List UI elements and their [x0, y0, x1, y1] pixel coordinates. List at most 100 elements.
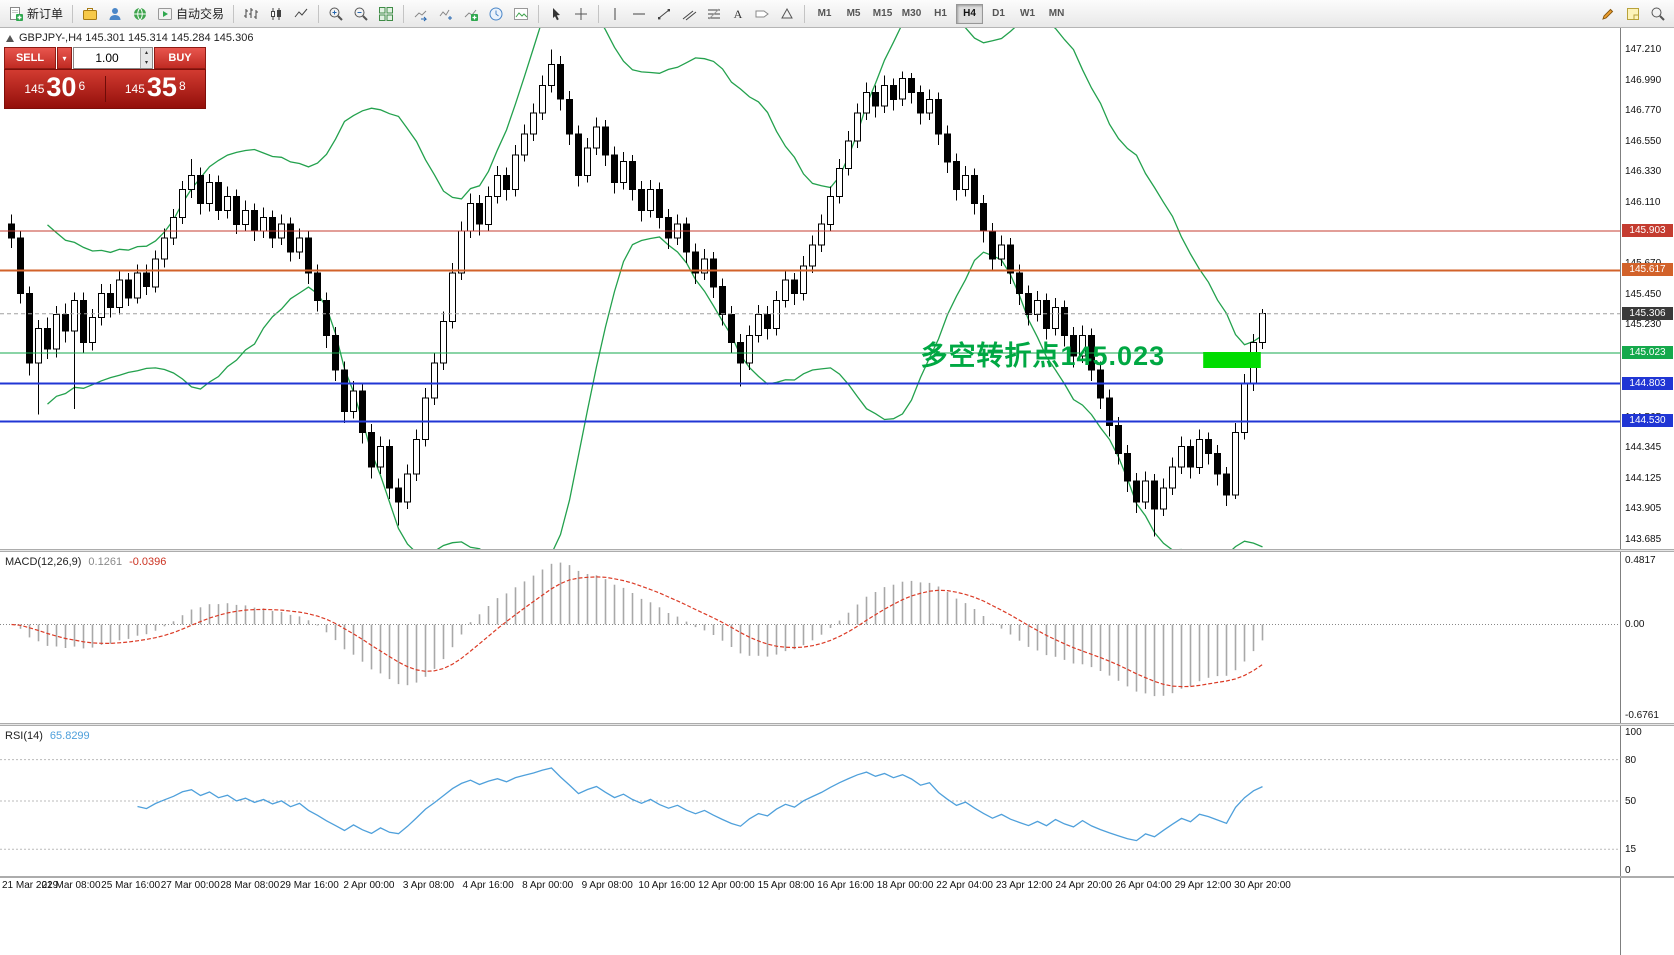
- tile-windows-icon: [378, 6, 394, 22]
- sell-price-main: 145: [24, 82, 45, 97]
- time-label: 10 Apr 16:00: [638, 880, 696, 891]
- fibonacci-icon: [706, 6, 722, 22]
- time-label: 22 Mar 08:00: [41, 880, 101, 891]
- tab-tf-M1[interactable]: M1: [811, 4, 838, 24]
- macd-plot[interactable]: [0, 552, 1620, 723]
- horizontal-line-button[interactable]: [627, 3, 651, 25]
- chart-shift-button[interactable]: [434, 3, 458, 25]
- community-button[interactable]: [128, 3, 152, 25]
- new-order-button[interactable]: 新订单: [4, 3, 67, 25]
- cursor-button[interactable]: [544, 3, 568, 25]
- tab-tf-M15[interactable]: M15: [869, 4, 896, 24]
- rsi-scale-label: 0: [1625, 865, 1631, 876]
- price-tick: 146.110: [1625, 197, 1661, 209]
- time-label: 23 Apr 12:00: [995, 880, 1053, 891]
- pane-splitter[interactable]: [0, 723, 1674, 726]
- fibonacci-button[interactable]: [702, 3, 726, 25]
- rsi-scale-label: 80: [1625, 754, 1637, 766]
- macd-pane[interactable]: [0, 552, 1620, 723]
- volume-input[interactable]: [74, 48, 140, 68]
- tab-tf-D1[interactable]: D1: [985, 4, 1012, 24]
- search-button[interactable]: [1646, 3, 1670, 25]
- price-level-badge: 144.530: [1622, 414, 1673, 428]
- time-axis[interactable]: 21 Mar 2019 22 Mar 08:00 25 Mar 16:00 27 Ma…: [0, 878, 1620, 895]
- crosshair-button[interactable]: [569, 3, 593, 25]
- price-axis[interactable]: 147.210 146.990 146.770 146.550 146.330 146.1…: [1620, 28, 1674, 955]
- macd-title: MACD(12,26,9): [5, 556, 82, 568]
- tab-tf-W1[interactable]: W1: [1014, 4, 1041, 24]
- rsi-scale-label: 100: [1625, 727, 1642, 738]
- cursor-icon: [548, 6, 564, 22]
- time-label: 27 Mar 00:00: [160, 880, 220, 891]
- zoom-in-icon: [328, 6, 344, 22]
- time-label: 9 Apr 08:00: [581, 880, 633, 891]
- tab-tf-M30[interactable]: M30: [898, 4, 925, 24]
- pane-splitter[interactable]: [0, 876, 1674, 878]
- volume-decrease-button[interactable]: ▾: [141, 58, 152, 68]
- symbol-ohlc-label: GBPJPY-,H4 145.301 145.314 145.284 145.3…: [19, 32, 254, 44]
- market-button[interactable]: [78, 3, 102, 25]
- chart-annotation-text[interactable]: 多空转折点145.023: [920, 340, 1166, 371]
- rsi-value: 65.8299: [49, 730, 90, 742]
- time-label: 29 Apr 12:00: [1174, 880, 1232, 891]
- buy-button[interactable]: BUY: [154, 47, 206, 69]
- line-chart-icon: [293, 6, 309, 22]
- price-tick: 145.450: [1625, 288, 1662, 300]
- rsi-plot[interactable]: [0, 726, 1620, 876]
- note-button[interactable]: [1621, 3, 1645, 25]
- tile-windows-button[interactable]: [374, 3, 398, 25]
- shapes-button[interactable]: [775, 3, 799, 25]
- pane-splitter[interactable]: [0, 549, 1674, 552]
- time-label: 15 Apr 08:00: [757, 880, 815, 891]
- tab-tf-H1[interactable]: H1: [927, 4, 954, 24]
- time-label: 12 Apr 00:00: [697, 880, 755, 891]
- auto-scroll-button[interactable]: [409, 3, 433, 25]
- profile-button[interactable]: [103, 3, 127, 25]
- tab-tf-M5[interactable]: M5: [840, 4, 867, 24]
- macd-value-main: 0.1261: [88, 556, 123, 568]
- search-icon: [1650, 6, 1666, 22]
- market-icon: [82, 6, 98, 22]
- candlestick-chart-button[interactable]: [264, 3, 288, 25]
- buy-price-sup: 8: [178, 78, 186, 93]
- tab-tf-MN[interactable]: MN: [1043, 4, 1070, 24]
- volume-increase-button[interactable]: ▴: [141, 48, 152, 58]
- templates-button[interactable]: [509, 3, 533, 25]
- label-button[interactable]: [750, 3, 774, 25]
- candlestick-chart-icon: [268, 6, 284, 22]
- time-label: 26 Apr 04:00: [1114, 880, 1172, 891]
- line-chart-button[interactable]: [289, 3, 313, 25]
- sell-button[interactable]: SELL: [4, 47, 56, 69]
- new-order-icon: [8, 6, 24, 22]
- sell-price-big: 30: [46, 71, 77, 102]
- tab-tf-H4[interactable]: H4: [956, 3, 984, 24]
- price-tick: 144.345: [1625, 442, 1662, 454]
- order-type-dropdown[interactable]: ▾: [57, 47, 72, 69]
- chart-shift-icon: [438, 6, 454, 22]
- crosshair-icon: [573, 6, 589, 22]
- pencil-button[interactable]: [1596, 3, 1620, 25]
- channel-button[interactable]: [677, 3, 701, 25]
- zoom-in-button[interactable]: [324, 3, 348, 25]
- zoom-out-icon: [353, 6, 369, 22]
- buy-price[interactable]: 145 35 8: [106, 73, 206, 103]
- time-label: 25 Mar 16:00: [101, 880, 161, 891]
- macd-scale-label: -0.6761: [1625, 710, 1659, 721]
- rsi-pane[interactable]: [0, 726, 1620, 876]
- auto-trading-button[interactable]: 自动交易: [153, 3, 228, 25]
- price-tick: 146.770: [1625, 105, 1662, 117]
- price-plot[interactable]: [0, 28, 1620, 549]
- text-button[interactable]: A: [727, 3, 749, 25]
- vertical-line-button[interactable]: [604, 3, 626, 25]
- price-chart-pane[interactable]: [0, 28, 1620, 549]
- trendline-button[interactable]: [652, 3, 676, 25]
- toolbar-separator: [72, 4, 74, 23]
- periods-button[interactable]: [484, 3, 508, 25]
- sell-price[interactable]: 145 30 6: [5, 71, 105, 103]
- zoom-out-button[interactable]: [349, 3, 373, 25]
- label-icon: [754, 6, 770, 22]
- indicators-button[interactable]: [459, 3, 483, 25]
- bar-chart-button[interactable]: [239, 3, 263, 25]
- time-label: 30 Apr 20:00: [1234, 880, 1291, 891]
- price-tick: 146.990: [1625, 74, 1662, 86]
